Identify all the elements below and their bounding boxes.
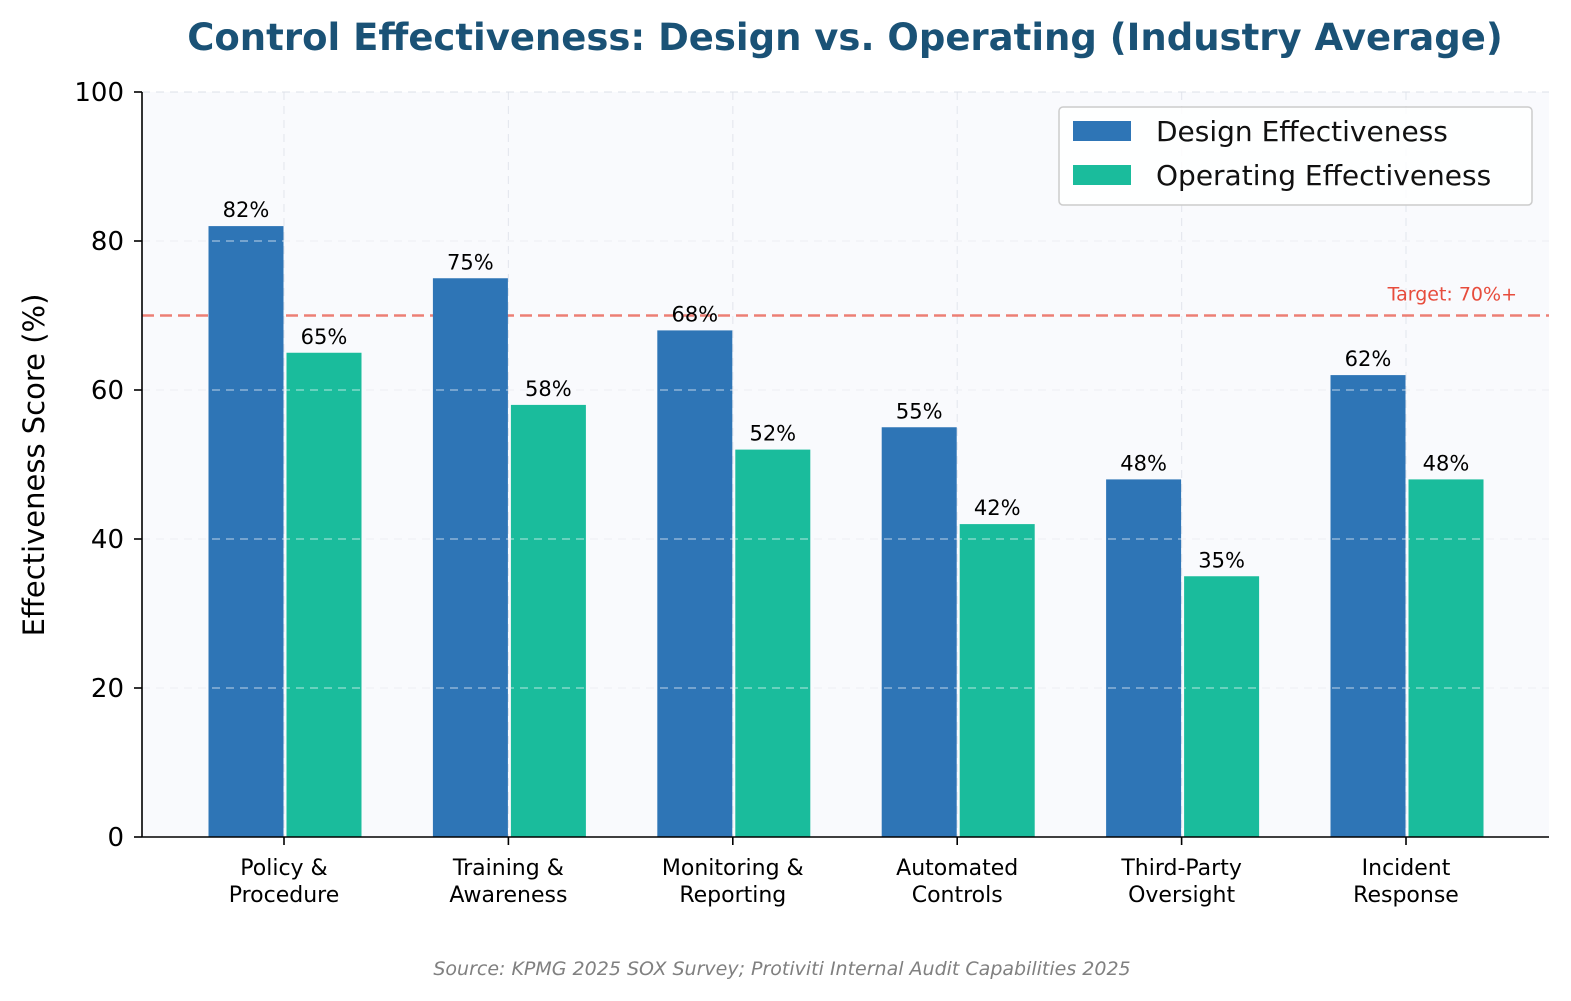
x-tick-label-line: Third-Party [1120,856,1242,881]
bar-design [1330,375,1406,837]
x-tick-label-line: Awareness [449,883,567,908]
data-label: 68% [671,302,718,326]
x-tick-label-line: Oversight [1128,883,1235,908]
x-tick-label: Third-Party Oversight [1120,856,1242,908]
y-tick-label: 60 [91,376,124,406]
data-label: 35% [1198,548,1245,572]
x-tick-label: Incident Response [1353,856,1459,908]
data-label: 75% [447,250,494,274]
x-tick-label-line: Procedure [229,883,340,908]
bar-operating [1408,479,1484,837]
axes [141,92,1549,838]
x-tick-label-line: Policy & [240,856,327,881]
legend-swatch [1073,121,1131,141]
data-label: 65% [301,325,348,349]
bar-operating [1184,576,1260,837]
data-label: 62% [1345,347,1392,371]
data-label: 48% [1423,451,1470,475]
x-tick-label-line: Incident [1362,856,1451,881]
bar-design [208,226,284,838]
bar-design [1106,479,1182,837]
x-tick-label: Training & Awareness [449,856,567,908]
chart-title: Control Effectiveness: Design vs. Operat… [187,16,1503,59]
x-tick-label-line: Training & [452,856,564,881]
legend-label: Design Effectiveness [1156,115,1448,148]
x-tick-label: Automated Controls [896,856,1018,908]
data-label: 52% [749,422,796,446]
bar-design [432,278,508,837]
legend-box [1058,106,1533,206]
target-label: Target: 70%+ [1387,284,1517,306]
bar-design [881,427,957,837]
legend: Design Effectiveness Operating Effectiven… [1058,106,1533,206]
bar-operating [959,524,1035,837]
target-line-group: Target: 70%+ [142,284,1549,317]
legend-swatch [1073,165,1131,185]
x-tick-label-line: Automated [896,856,1018,881]
y-tick-label: 40 [91,525,124,555]
x-tick-label-line: Reporting [679,883,786,908]
x-tick-label-line: Response [1353,883,1459,908]
plot-area [142,92,1549,837]
bar-operating [286,352,362,837]
data-label: 42% [974,496,1021,520]
x-tick-label: Monitoring & Reporting [662,856,804,908]
x-tick-label-line: Monitoring & [662,856,804,881]
x-tick-labels: Policy & Procedure Training & Awareness Moni… [229,837,1459,908]
y-tick-label: 20 [91,674,124,704]
y-tick-labels: 0 20 40 60 80 100 [74,78,142,853]
data-label: 48% [1120,451,1167,475]
y-tick-label: 100 [74,78,124,108]
data-label: 82% [223,198,270,222]
bars [142,226,1549,838]
y-tick-label: 0 [107,823,124,853]
y-axis-label: Effectiveness Score (%) [17,294,51,637]
bar-operating [735,449,811,837]
legend-label: Operating Effectiveness [1156,159,1491,192]
bar-operating [510,404,586,837]
y-tick-label: 80 [91,227,124,257]
data-label: 58% [525,377,572,401]
data-labels: 82% 75% 68% 55% 48% 62% 65% 58% 52% 42% 35% 48% [223,198,1470,572]
source-note: Source: KPMG 2025 SOX Survey; Protiviti … [433,958,1130,980]
data-label: 55% [896,399,943,423]
x-tick-label: Policy & Procedure [229,856,340,908]
x-tick-label-line: Controls [912,883,1003,908]
bar-design [657,330,733,837]
